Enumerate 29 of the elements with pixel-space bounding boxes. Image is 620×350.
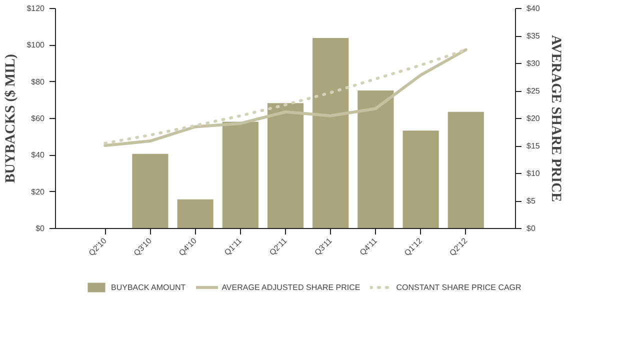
y-axis-title: BUYBACKS ($ MIL) bbox=[4, 54, 19, 184]
bar bbox=[358, 90, 394, 228]
bar bbox=[177, 199, 214, 228]
y2-tick-label: $35 bbox=[526, 32, 540, 40]
y-tick-label: $0 bbox=[36, 224, 46, 233]
y2-tick-label: $15 bbox=[526, 142, 540, 150]
y2-tick-label: $20 bbox=[526, 114, 540, 123]
y2-tick-label: $0 bbox=[526, 224, 536, 233]
bar bbox=[267, 103, 304, 228]
y2-tick-label: $40 bbox=[526, 4, 540, 13]
bar bbox=[448, 112, 484, 228]
legend-label: CONSTANT SHARE PRICE CAGR bbox=[396, 282, 522, 292]
y2-tick-label: $10 bbox=[526, 169, 540, 178]
y-tick-label: $100 bbox=[26, 40, 46, 50]
y-tick-label: $40 bbox=[31, 150, 46, 160]
y-tick-label: $20 bbox=[31, 187, 46, 196]
y2-tick-label: $5 bbox=[526, 196, 536, 206]
y-tick-label: $80 bbox=[31, 77, 46, 86]
bar bbox=[312, 38, 349, 228]
legend-label: AVERAGE ADJUSTED SHARE PRICE bbox=[222, 282, 360, 292]
bar bbox=[222, 122, 258, 228]
y2-tick-label: $25 bbox=[526, 86, 540, 96]
bar bbox=[402, 130, 439, 228]
bar bbox=[132, 154, 168, 228]
legend-label: BUYBACK AMOUNT bbox=[111, 282, 186, 292]
y2-axis-title: AVERAGE SHARE PRICE bbox=[548, 35, 563, 202]
y-tick-label: $60 bbox=[31, 114, 46, 123]
y-tick-label: $120 bbox=[26, 4, 46, 13]
y2-tick-label: $30 bbox=[526, 59, 540, 68]
